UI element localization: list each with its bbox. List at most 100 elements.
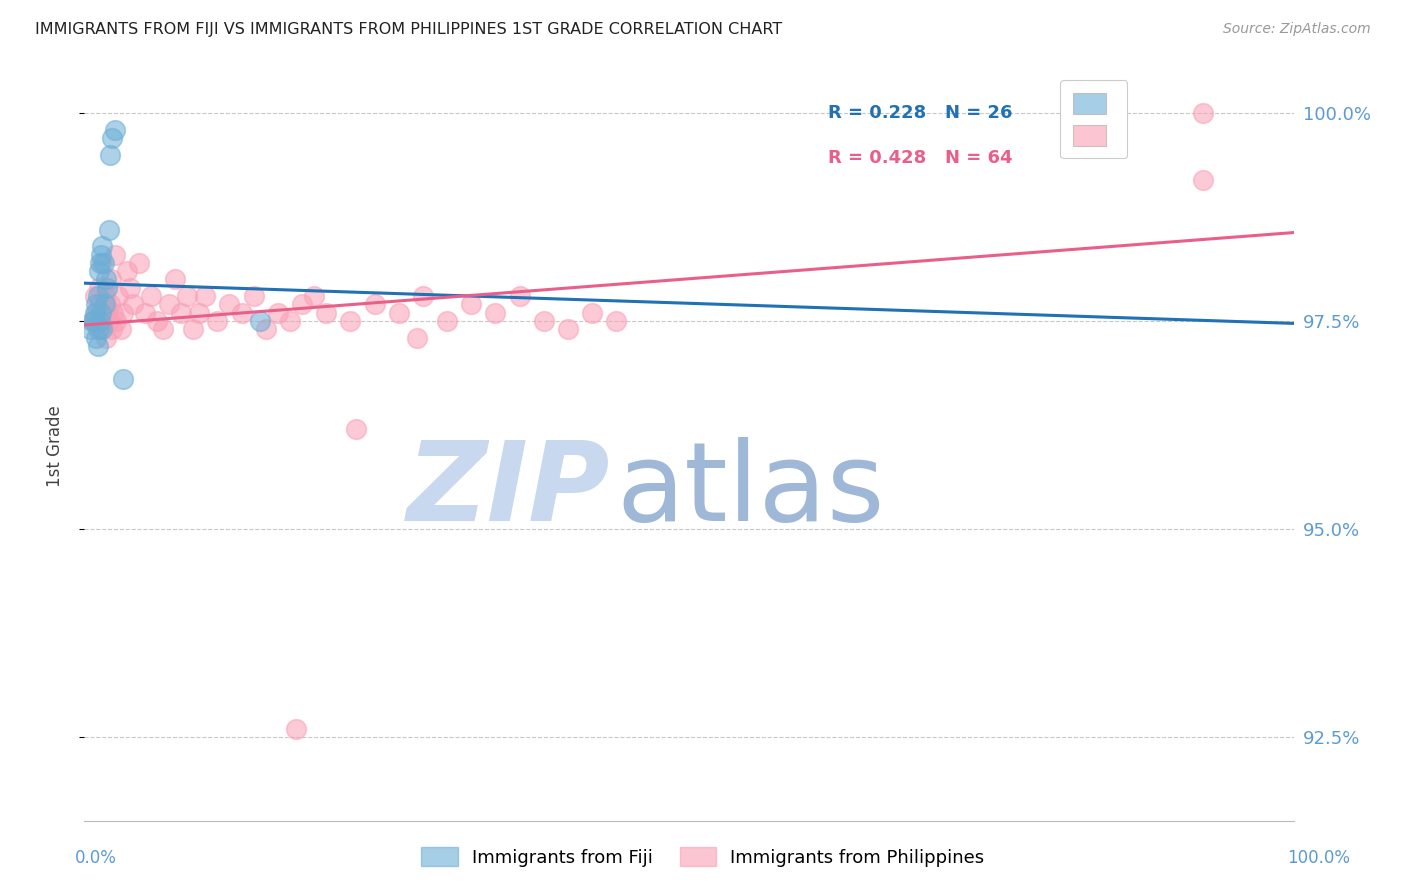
Point (84, 306, 107, 320)
Point (605, 314, 627, 328)
Point (139, 289, 162, 303)
Point (93, 256, 115, 270)
Legend: Immigrants from Fiji, Immigrants from Philippines: Immigrants from Fiji, Immigrants from Ph… (415, 840, 991, 874)
Point (83, 314, 105, 328)
Point (165, 272, 187, 286)
Point (412, 289, 434, 303)
Text: 100.0%: 100.0% (1288, 849, 1350, 867)
Point (90, 314, 112, 328)
Point (90, 306, 112, 320)
Point (533, 314, 555, 328)
Point (89, 297, 111, 311)
Point (181, 322, 204, 336)
Point (302, 289, 325, 303)
Text: 0.0%: 0.0% (75, 849, 117, 867)
Point (101, 131, 124, 145)
Point (83, 314, 105, 328)
Point (86, 306, 108, 320)
Text: IMMIGRANTS FROM FIJI VS IMMIGRANTS FROM PHILIPPINES 1ST GRADE CORRELATION CHART: IMMIGRANTS FROM FIJI VS IMMIGRANTS FROM … (35, 22, 782, 37)
Point (94, 272, 117, 286)
Point (1192, 106, 1215, 120)
Point (103, 306, 125, 320)
Y-axis label: 1st Grade: 1st Grade (45, 405, 63, 487)
Text: R = 0.428   N = 64: R = 0.428 N = 64 (828, 149, 1012, 167)
Point (278, 314, 301, 328)
Point (112, 306, 135, 320)
Point (94, 289, 117, 303)
Point (152, 322, 174, 336)
Point (146, 314, 169, 328)
Point (231, 306, 253, 320)
Point (194, 289, 217, 303)
Text: ZIP: ZIP (406, 437, 610, 544)
Point (96, 281, 118, 295)
Point (1192, 172, 1215, 186)
Point (104, 314, 127, 328)
Point (104, 122, 127, 136)
Text: atlas: atlas (616, 437, 884, 544)
Point (557, 322, 579, 336)
Point (115, 264, 138, 278)
Point (87, 322, 110, 336)
Point (80, 314, 103, 328)
Point (134, 306, 156, 320)
Point (87, 281, 110, 295)
Text: Source: ZipAtlas.com: Source: ZipAtlas.com (1223, 22, 1371, 37)
Point (218, 297, 240, 311)
Legend: , : , (1060, 80, 1128, 158)
Point (86, 339, 108, 353)
Point (89, 256, 111, 270)
Point (285, 722, 308, 736)
Point (86, 331, 108, 345)
Point (94, 297, 117, 311)
Point (112, 372, 135, 386)
Point (242, 289, 264, 303)
Point (249, 314, 271, 328)
Point (120, 281, 142, 295)
Point (93, 306, 115, 320)
Point (254, 322, 277, 336)
Point (406, 331, 429, 345)
Point (110, 322, 132, 336)
Point (91, 239, 114, 253)
Point (388, 306, 411, 320)
Point (96, 306, 118, 320)
Point (91, 322, 114, 336)
Point (157, 297, 180, 311)
Point (90, 247, 112, 261)
Point (581, 306, 603, 320)
Point (346, 422, 368, 436)
Point (315, 306, 337, 320)
Text: R = 0.228   N = 26: R = 0.228 N = 26 (828, 104, 1012, 122)
Point (84, 289, 107, 303)
Point (128, 256, 150, 270)
Point (104, 247, 127, 261)
Point (291, 297, 314, 311)
Point (509, 289, 531, 303)
Point (91, 256, 114, 270)
Point (436, 314, 458, 328)
Point (89, 314, 111, 328)
Point (121, 297, 143, 311)
Point (107, 289, 129, 303)
Point (176, 289, 198, 303)
Point (188, 306, 211, 320)
Point (79, 322, 101, 336)
Point (484, 306, 506, 320)
Point (170, 306, 193, 320)
Point (339, 314, 361, 328)
Point (86, 289, 108, 303)
Point (86, 297, 108, 311)
Point (87, 264, 110, 278)
Point (94, 331, 117, 345)
Point (98, 147, 121, 161)
Point (98, 297, 121, 311)
Point (97, 314, 120, 328)
Point (97, 222, 120, 236)
Point (267, 306, 290, 320)
Point (363, 297, 385, 311)
Point (86, 322, 108, 336)
Point (460, 297, 482, 311)
Point (100, 272, 122, 286)
Point (101, 322, 124, 336)
